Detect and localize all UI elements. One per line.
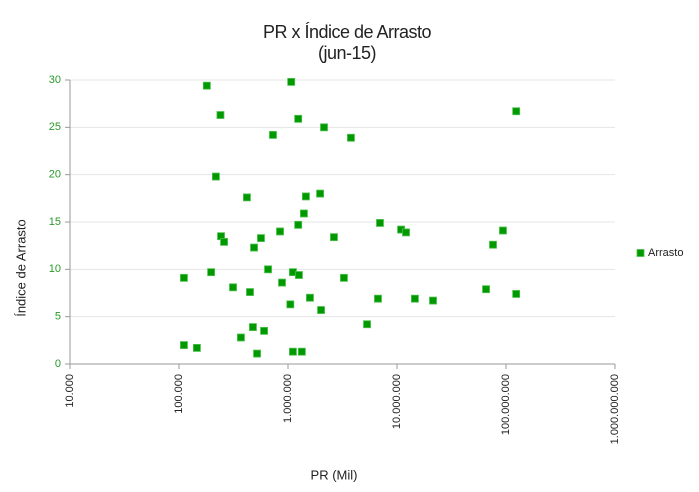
legend-marker xyxy=(636,249,645,257)
x-tick-label: 1.000.000.000 xyxy=(609,374,621,444)
point xyxy=(220,237,228,246)
point xyxy=(278,278,286,287)
x-tick-label: 100.000.000 xyxy=(500,374,512,435)
point xyxy=(512,290,521,298)
y-tick-label: 10 xyxy=(49,263,61,275)
point xyxy=(320,123,328,132)
point xyxy=(260,326,268,335)
x-tick-label: 1.000.000 xyxy=(282,374,294,423)
point xyxy=(340,273,348,282)
y-axis-title: Índice de Arrasto xyxy=(13,219,28,317)
point xyxy=(269,131,277,139)
point xyxy=(482,285,490,294)
point xyxy=(512,107,521,116)
point xyxy=(411,294,419,303)
point xyxy=(294,220,303,229)
point xyxy=(211,172,220,181)
point xyxy=(207,268,215,277)
x-tick-label: 10.000 xyxy=(64,374,76,408)
x-tick-label: 10.000.000 xyxy=(391,374,403,429)
point xyxy=(202,81,211,90)
point xyxy=(374,294,382,303)
point xyxy=(489,240,497,249)
point xyxy=(257,234,265,242)
point xyxy=(347,133,355,142)
point xyxy=(295,271,303,279)
point xyxy=(276,227,284,236)
point xyxy=(243,193,251,202)
point xyxy=(237,333,245,342)
y-tick-label: 30 xyxy=(49,74,61,86)
point xyxy=(363,320,371,329)
point xyxy=(287,77,296,86)
x-tick-label: 100.000 xyxy=(173,374,185,414)
point xyxy=(297,347,306,356)
point xyxy=(250,243,258,252)
point xyxy=(246,288,254,296)
point xyxy=(253,349,261,358)
point xyxy=(300,209,308,218)
point xyxy=(180,273,188,282)
point xyxy=(216,111,225,119)
y-tick-label: 15 xyxy=(49,216,61,228)
point xyxy=(330,233,338,242)
x-axis-title: PR (Mil) xyxy=(311,467,358,482)
chart-subtitle: (jun-15) xyxy=(318,43,376,63)
point xyxy=(402,228,410,237)
chart-title: PR x Índice de Arrasto xyxy=(263,22,432,42)
point xyxy=(289,347,297,356)
point xyxy=(264,265,272,274)
y-tick-label: 20 xyxy=(49,169,61,181)
legend-label: Arrasto xyxy=(648,247,683,259)
y-tick-label: 0 xyxy=(55,358,61,370)
point xyxy=(317,306,325,314)
point xyxy=(286,300,295,309)
point xyxy=(294,114,303,123)
point xyxy=(249,323,257,331)
point xyxy=(193,344,201,352)
y-tick-label: 5 xyxy=(55,311,61,323)
point xyxy=(499,226,507,235)
point xyxy=(429,296,437,305)
point xyxy=(316,189,324,198)
point xyxy=(229,283,237,292)
point xyxy=(302,192,310,201)
point xyxy=(376,219,384,227)
y-tick-label: 25 xyxy=(49,121,61,133)
point xyxy=(180,341,188,349)
point xyxy=(306,293,314,302)
